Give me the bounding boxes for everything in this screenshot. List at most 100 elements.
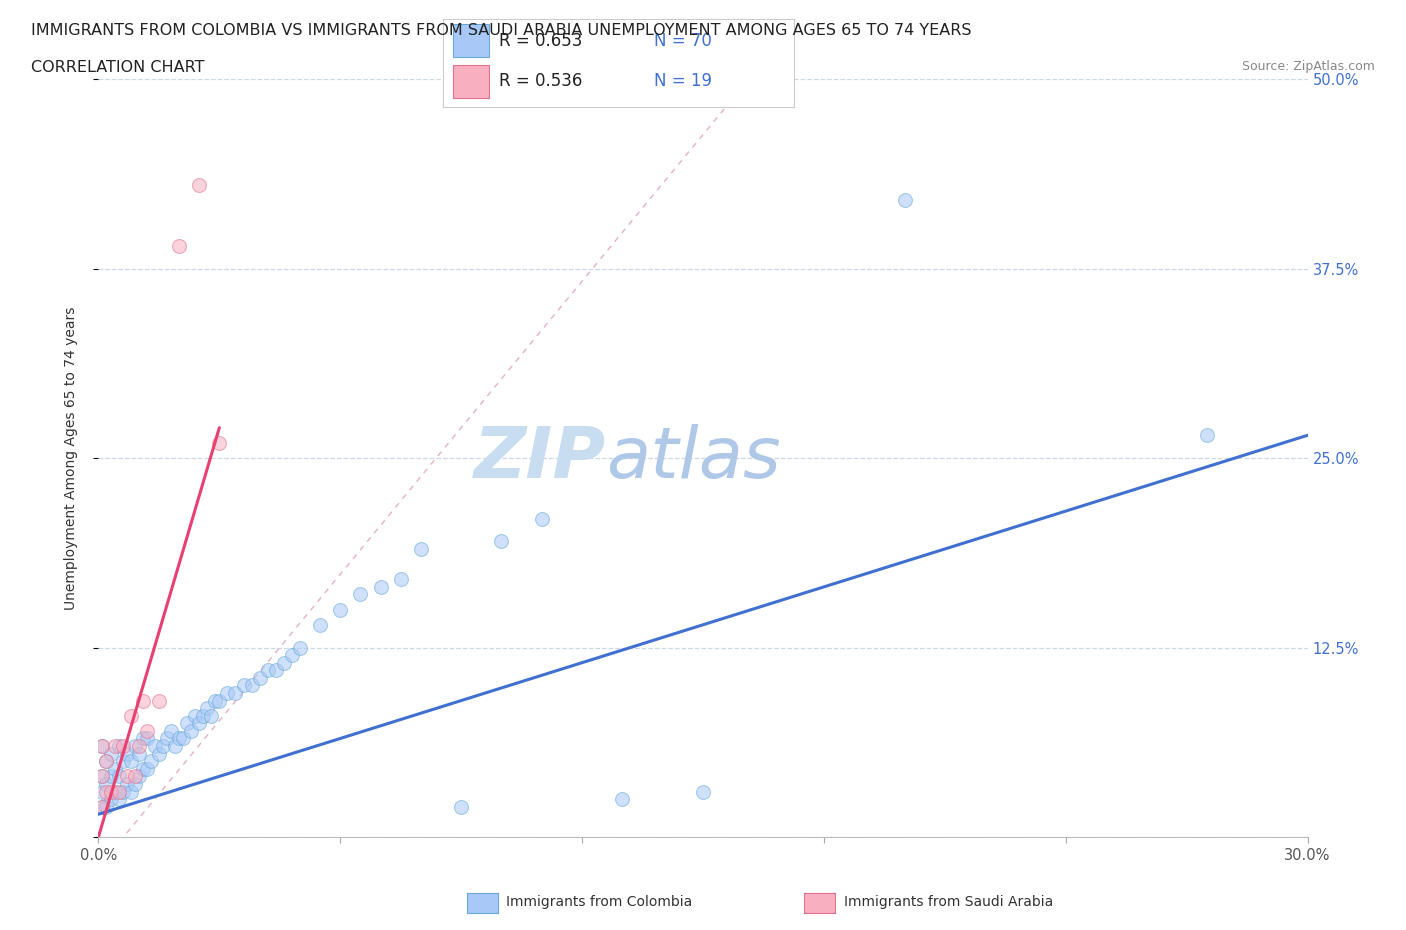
Text: CORRELATION CHART: CORRELATION CHART (31, 60, 204, 75)
Text: Immigrants from Saudi Arabia: Immigrants from Saudi Arabia (844, 895, 1053, 910)
Point (91, 784, 114, 799)
Point (208, 693, 231, 708)
Point (91, 799, 114, 814)
Point (208, 435, 231, 450)
Point (120, 709, 142, 724)
Point (309, 618, 332, 632)
Text: R = 0.536: R = 0.536 (499, 73, 582, 90)
Point (152, 738, 174, 753)
Point (281, 647, 304, 662)
Point (172, 731, 194, 746)
Point (120, 753, 142, 768)
Point (103, 784, 125, 799)
Point (115, 746, 138, 761)
Point (135, 731, 157, 746)
Point (111, 784, 134, 799)
Point (91, 738, 114, 753)
Point (100, 746, 122, 761)
Point (160, 724, 183, 738)
Text: ZIP: ZIP (474, 423, 606, 493)
Text: Source: ZipAtlas.com: Source: ZipAtlas.com (1241, 60, 1375, 73)
Point (132, 731, 155, 746)
Point (167, 731, 190, 746)
Point (188, 178, 211, 193)
Point (100, 769, 122, 784)
Point (156, 731, 179, 746)
Point (389, 572, 412, 587)
Point (148, 693, 170, 708)
Point (184, 709, 207, 724)
Point (232, 678, 254, 693)
Point (96, 753, 118, 768)
Text: R = 0.653: R = 0.653 (499, 32, 582, 49)
Text: IMMIGRANTS FROM COLOMBIA VS IMMIGRANTS FROM SAUDI ARABIA UNEMPLOYMENT AMONG AGES: IMMIGRANTS FROM COLOMBIA VS IMMIGRANTS F… (31, 23, 972, 38)
Point (193, 709, 215, 724)
Point (224, 685, 246, 700)
Point (240, 678, 263, 693)
Text: N = 19: N = 19 (654, 73, 711, 90)
Point (91, 799, 114, 814)
Point (96, 753, 118, 768)
Point (167, 238, 190, 253)
Text: atlas: atlas (606, 423, 780, 493)
Point (128, 738, 150, 753)
Point (100, 784, 122, 799)
Point (200, 709, 222, 724)
Point (107, 738, 129, 753)
Point (107, 769, 129, 784)
Point (180, 724, 202, 738)
Point (120, 784, 142, 799)
Point (91, 769, 114, 784)
Point (111, 753, 134, 768)
Point (195, 700, 218, 715)
Point (115, 769, 138, 784)
Point (107, 784, 129, 799)
Point (163, 738, 186, 753)
Point (692, 784, 714, 799)
Point (124, 769, 146, 784)
Point (256, 663, 278, 678)
Point (188, 716, 211, 731)
Point (612, 791, 634, 806)
Point (96, 784, 118, 799)
Point (148, 746, 170, 761)
Point (132, 762, 155, 777)
Point (176, 716, 198, 731)
Point (135, 724, 157, 738)
Point (103, 762, 125, 777)
Point (103, 738, 125, 753)
Bar (453, 64, 489, 99)
Point (135, 762, 157, 777)
Y-axis label: Unemployment Among Ages 65 to 74 years: Unemployment Among Ages 65 to 74 years (63, 306, 77, 610)
Point (143, 738, 166, 753)
Text: N = 70: N = 70 (654, 32, 711, 49)
Point (273, 656, 295, 671)
Point (91, 738, 114, 753)
Point (349, 587, 371, 602)
Point (139, 753, 162, 768)
Point (288, 640, 311, 655)
Point (450, 799, 472, 814)
Point (124, 777, 146, 791)
Point (124, 738, 146, 753)
Text: Immigrants from Colombia: Immigrants from Colombia (506, 895, 692, 910)
Point (329, 603, 352, 618)
Point (204, 693, 226, 708)
Point (249, 671, 271, 685)
Point (96, 799, 118, 814)
Point (1195, 428, 1218, 443)
Point (264, 663, 287, 678)
Point (530, 512, 553, 526)
Point (128, 746, 150, 761)
Point (132, 693, 155, 708)
Point (96, 777, 118, 791)
Bar (453, 24, 489, 58)
Point (100, 791, 122, 806)
Point (893, 193, 915, 207)
Point (217, 685, 239, 700)
Point (370, 579, 392, 594)
Point (115, 777, 138, 791)
Point (409, 541, 432, 556)
Point (111, 738, 134, 753)
Point (491, 534, 513, 549)
